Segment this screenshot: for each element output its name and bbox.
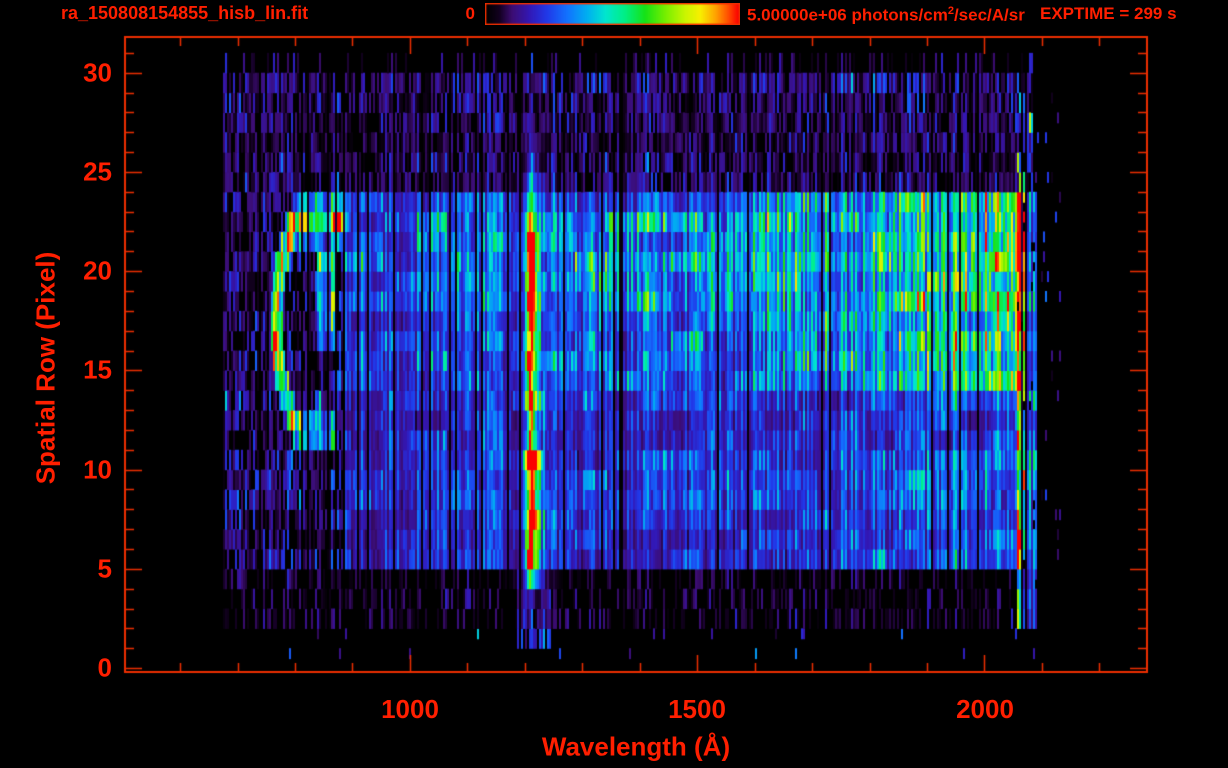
x-tick-label-1000: 1000: [381, 694, 439, 724]
colorbar-units-superscript: 2: [947, 5, 954, 17]
y-tick-label-20: 20: [83, 255, 112, 286]
colorbar-max-value: 5.00000e+06: [747, 5, 847, 25]
y-axis-title: Spatial Row (Pixel): [30, 251, 61, 485]
colorbar-gradient: [485, 3, 740, 25]
file-title: ra_150808154855_hisb_lin.fit: [61, 3, 309, 23]
y-tick-label-0: 0: [97, 652, 112, 683]
colorbar-min-label: 0: [465, 4, 475, 23]
y-tick-label-10: 10: [83, 454, 112, 485]
x-tick-label-1500: 1500: [668, 694, 726, 724]
colorbar-max-label: 5.00000e+06 photons/cm2/sec/A/sr: [747, 5, 1025, 25]
y-tick-label-30: 30: [83, 57, 112, 88]
y-tick-label-5: 5: [97, 553, 112, 584]
colorbar-units-suffix: /sec/A/sr: [953, 5, 1025, 25]
exptime-label: EXPTIME = 299 s: [1040, 4, 1177, 23]
x-axis-title: Wavelength (Å): [541, 731, 731, 762]
x-tick-label-2000: 2000: [956, 694, 1014, 724]
y-tick-label-15: 15: [83, 355, 112, 386]
y-tick-label-25: 25: [83, 156, 112, 187]
colorbar-units-prefix: photons/cm: [846, 5, 948, 25]
